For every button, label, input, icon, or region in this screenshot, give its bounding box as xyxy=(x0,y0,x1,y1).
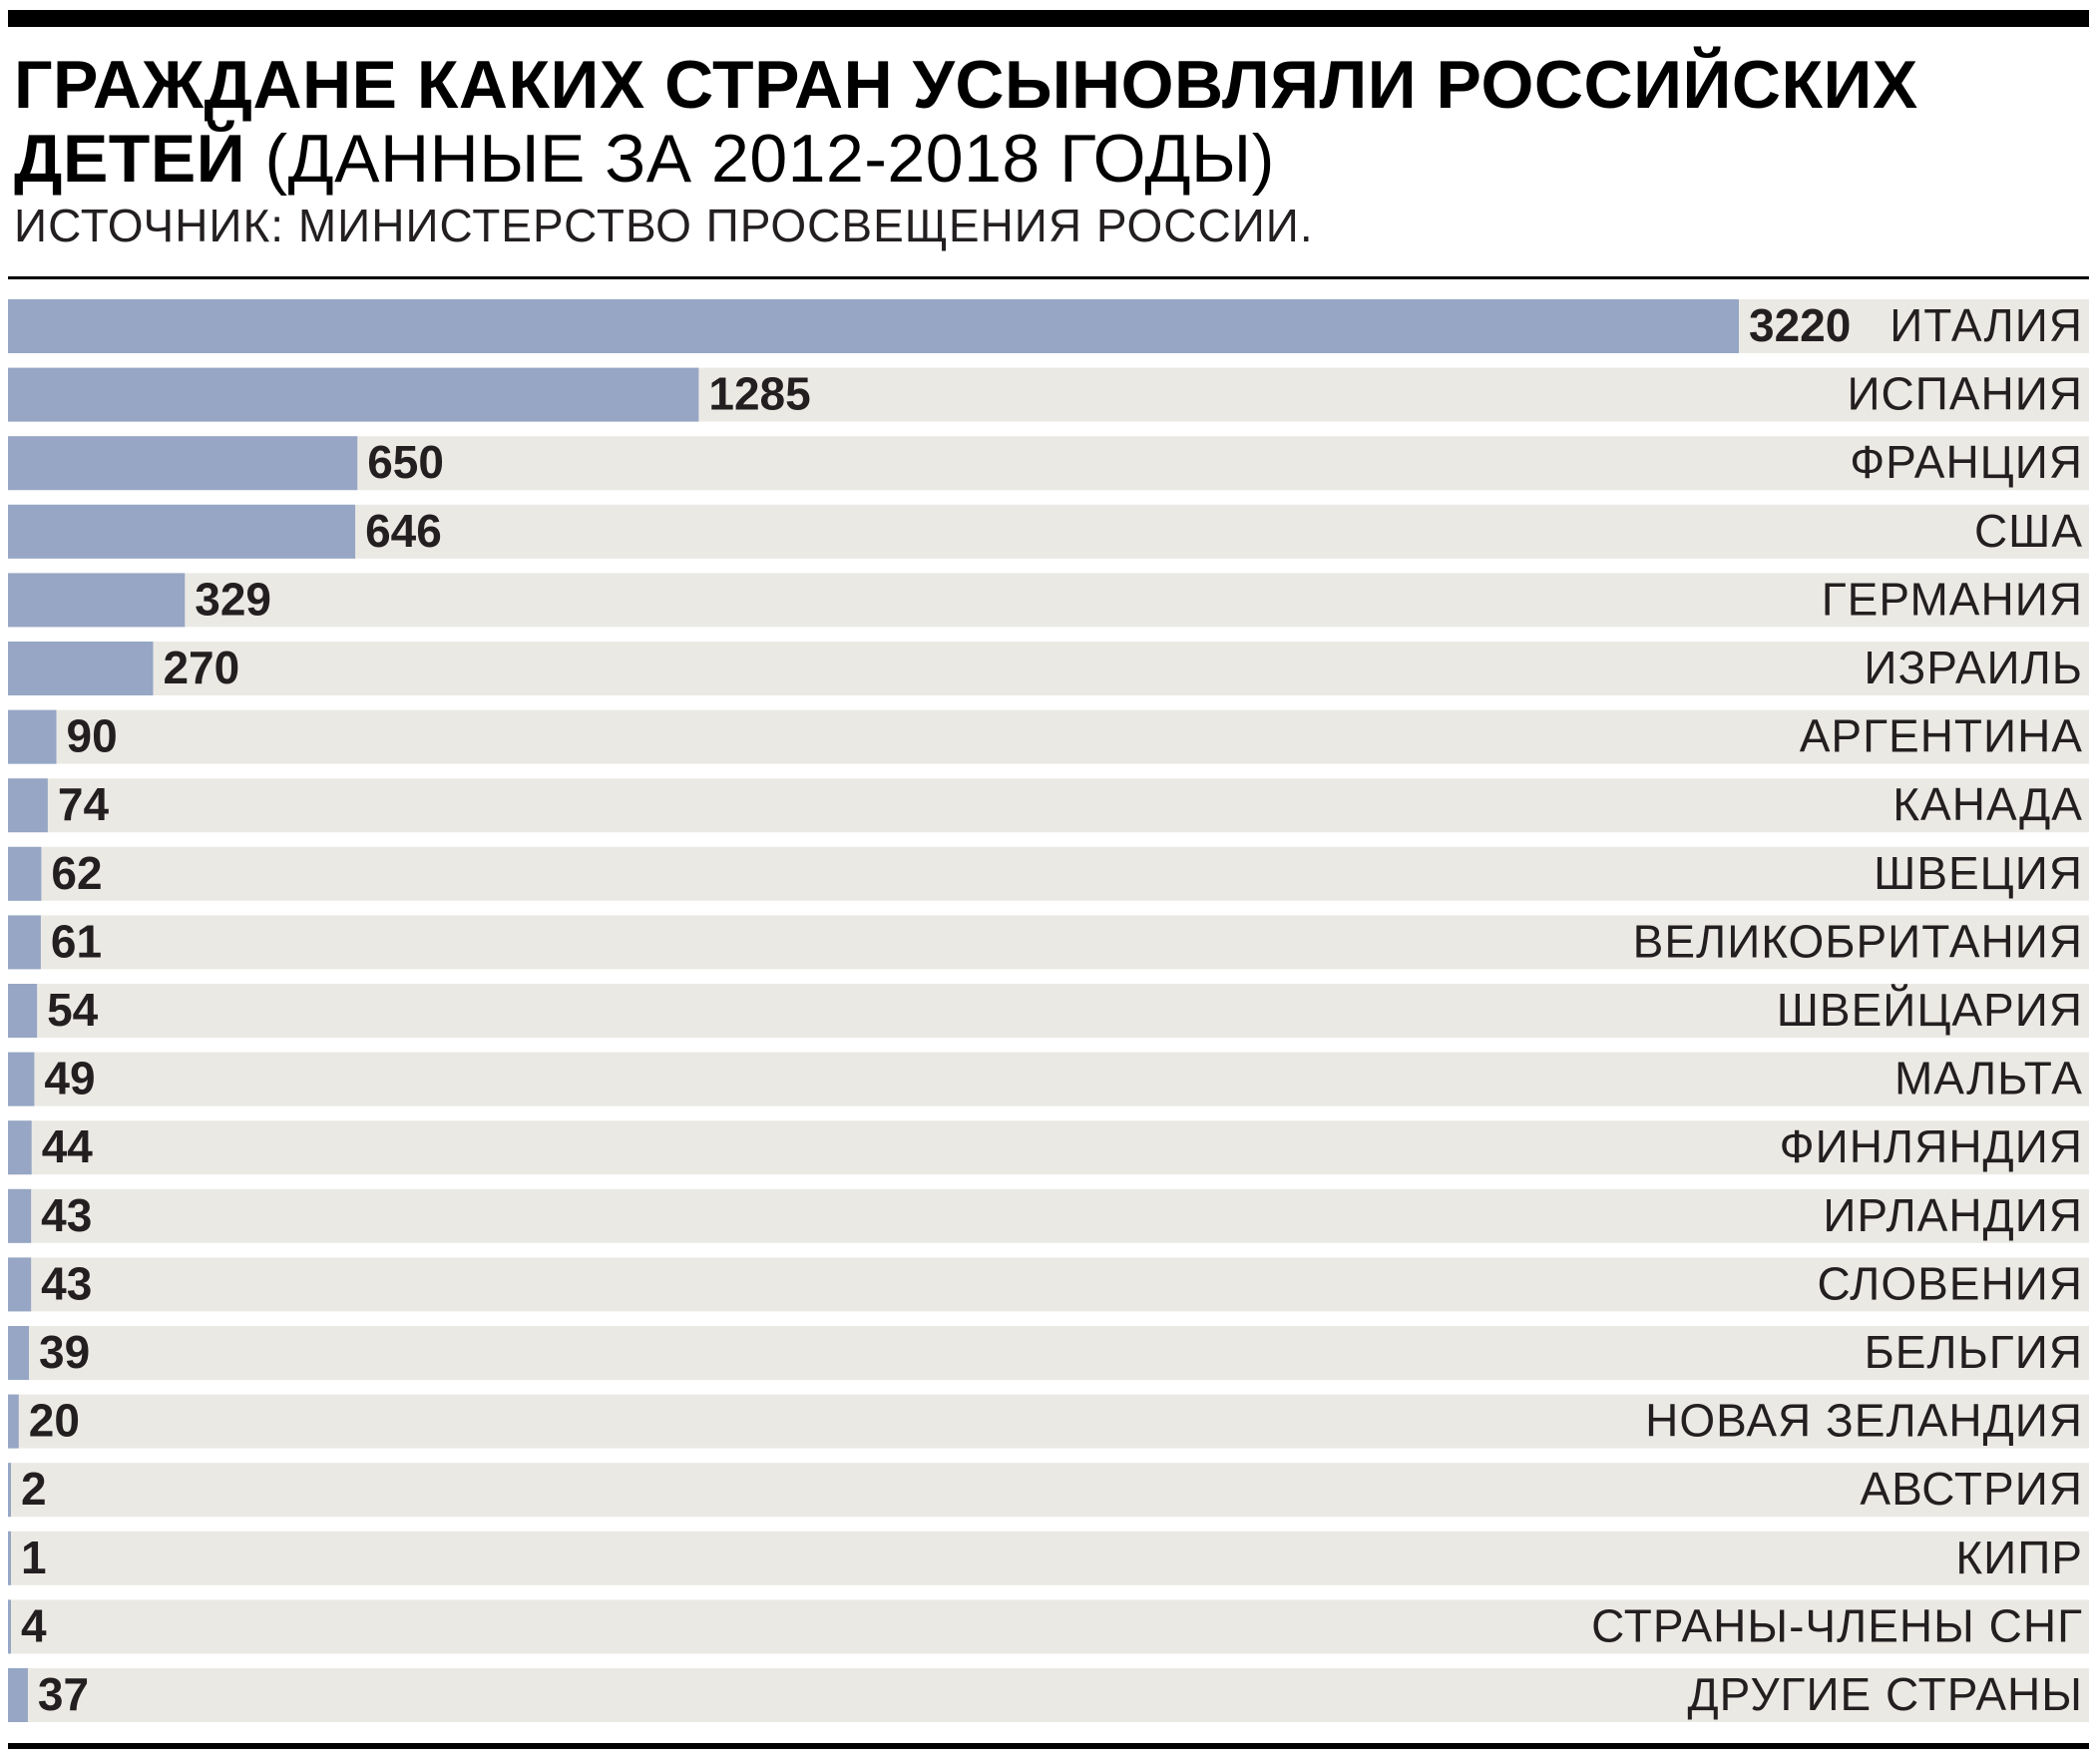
row-10-value-label: 61 xyxy=(51,915,102,967)
row-17-category-label: НОВАЯ ЗЕЛАНДИЯ xyxy=(1645,1395,2083,1447)
row-13-value-label: 44 xyxy=(42,1120,94,1172)
row-18-value-label: 2 xyxy=(21,1463,47,1515)
row-16-category-label: БЕЛЬГИЯ xyxy=(1865,1326,2083,1378)
row-15-value-label: 43 xyxy=(41,1257,92,1309)
title-period: (ДАННЫЕ ЗА 2012-2018 ГОДЫ) xyxy=(264,121,1275,197)
row-5-category-label: ГЕРМАНИЯ xyxy=(1822,573,2083,625)
row-12-bar xyxy=(8,1052,35,1106)
row-15-bar xyxy=(8,1257,32,1312)
row-17-track xyxy=(8,1394,2089,1449)
row-4-value-label: 646 xyxy=(365,505,442,557)
row-14-category-label: ИРЛАНДИЯ xyxy=(1823,1189,2083,1241)
row-5-bar xyxy=(8,573,186,628)
header-divider xyxy=(8,276,2089,279)
row-10-track xyxy=(8,915,2089,970)
row-7-category-label: АРГЕНТИНА xyxy=(1800,710,2083,762)
row-10-category-label: ВЕЛИКОБРИТАНИЯ xyxy=(1633,915,2083,967)
row-19-track xyxy=(8,1531,2089,1585)
row-6-value-label: 270 xyxy=(163,642,239,693)
row-7-bar xyxy=(8,709,57,764)
row-3-bar xyxy=(8,436,358,491)
row-9-value-label: 62 xyxy=(51,847,102,899)
row-14-bar xyxy=(8,1188,32,1243)
row-2-bar xyxy=(8,367,699,422)
row-16-value-label: 39 xyxy=(39,1326,90,1378)
row-10-bar xyxy=(8,915,41,970)
row-1-category-label: ИТАЛИЯ xyxy=(1889,299,2083,351)
row-3-value-label: 650 xyxy=(367,436,444,488)
chart-title: ГРАЖДАНЕ КАКИХ СТРАН УСЫНОВЛЯЛИ РОССИЙСК… xyxy=(14,48,2079,196)
row-21-bar xyxy=(8,1668,28,1722)
row-17-value-label: 20 xyxy=(29,1395,80,1447)
row-16-bar xyxy=(8,1326,30,1380)
row-8-track xyxy=(8,778,2089,833)
row-18-bar xyxy=(8,1463,11,1518)
row-15-track xyxy=(8,1257,2089,1312)
row-18-category-label: АВСТРИЯ xyxy=(1860,1463,2083,1515)
row-19-bar xyxy=(8,1531,11,1585)
row-14-value-label: 43 xyxy=(41,1189,92,1241)
row-16-track xyxy=(8,1326,2089,1380)
row-11-track xyxy=(8,984,2089,1038)
row-11-category-label: ШВЕЙЦАРИЯ xyxy=(1777,984,2083,1036)
row-6-track xyxy=(8,642,2089,695)
row-4-category-label: США xyxy=(1974,505,2083,557)
row-9-track xyxy=(8,846,2089,901)
row-7-value-label: 90 xyxy=(66,710,117,762)
row-19-value-label: 1 xyxy=(21,1532,47,1583)
row-6-category-label: ИЗРАИЛЬ xyxy=(1864,642,2083,693)
row-20-category-label: СТРАНЫ-ЧЛЕНЫ СНГ xyxy=(1591,1599,2083,1651)
title-bold: ГРАЖДАНЕ КАКИХ СТРАН УСЫНОВЛЯЛИ РОССИЙСК… xyxy=(14,47,1918,197)
row-9-category-label: ШВЕЦИЯ xyxy=(1874,847,2083,899)
row-11-bar xyxy=(8,984,38,1038)
row-9-bar xyxy=(8,846,42,901)
row-12-value-label: 49 xyxy=(44,1053,95,1104)
row-5-value-label: 329 xyxy=(195,573,271,625)
row-8-value-label: 74 xyxy=(58,778,110,830)
row-5-track xyxy=(8,573,2089,628)
row-18-track xyxy=(8,1463,2089,1518)
row-20-bar xyxy=(8,1599,11,1654)
row-19-category-label: КИПР xyxy=(1955,1532,2083,1583)
row-7-track xyxy=(8,709,2089,764)
row-6-bar xyxy=(8,642,154,695)
bottom-rule xyxy=(8,1743,2089,1749)
row-21-value-label: 37 xyxy=(38,1668,89,1720)
row-12-track xyxy=(8,1052,2089,1106)
row-8-category-label: КАНАДА xyxy=(1892,778,2083,830)
row-4-bar xyxy=(8,504,356,559)
top-rule xyxy=(8,10,2089,27)
row-11-value-label: 54 xyxy=(47,984,99,1036)
row-13-bar xyxy=(8,1120,32,1175)
row-12-category-label: МАЛЬТА xyxy=(1894,1053,2083,1104)
source-note: ИСТОЧНИК: МИНИСТЕРСТВО ПРОСВЕЩЕНИЯ РОССИ… xyxy=(14,200,1314,251)
row-20-track xyxy=(8,1599,2089,1654)
row-2-value-label: 1285 xyxy=(708,368,810,420)
row-1-bar xyxy=(8,299,1739,353)
row-14-track xyxy=(8,1188,2089,1243)
row-3-category-label: ФРАНЦИЯ xyxy=(1850,436,2083,488)
row-20-value-label: 4 xyxy=(21,1599,47,1651)
row-1-value-label: 3220 xyxy=(1749,299,1851,351)
row-13-track xyxy=(8,1120,2089,1175)
row-2-category-label: ИСПАНИЯ xyxy=(1847,368,2083,420)
row-15-category-label: СЛОВЕНИЯ xyxy=(1817,1257,2083,1309)
row-17-bar xyxy=(8,1394,19,1449)
row-13-category-label: ФИНЛЯНДИЯ xyxy=(1780,1120,2083,1172)
row-21-track xyxy=(8,1668,2089,1722)
row-8-bar xyxy=(8,778,48,833)
row-21-category-label: ДРУГИЕ СТРАНЫ xyxy=(1688,1668,2084,1720)
